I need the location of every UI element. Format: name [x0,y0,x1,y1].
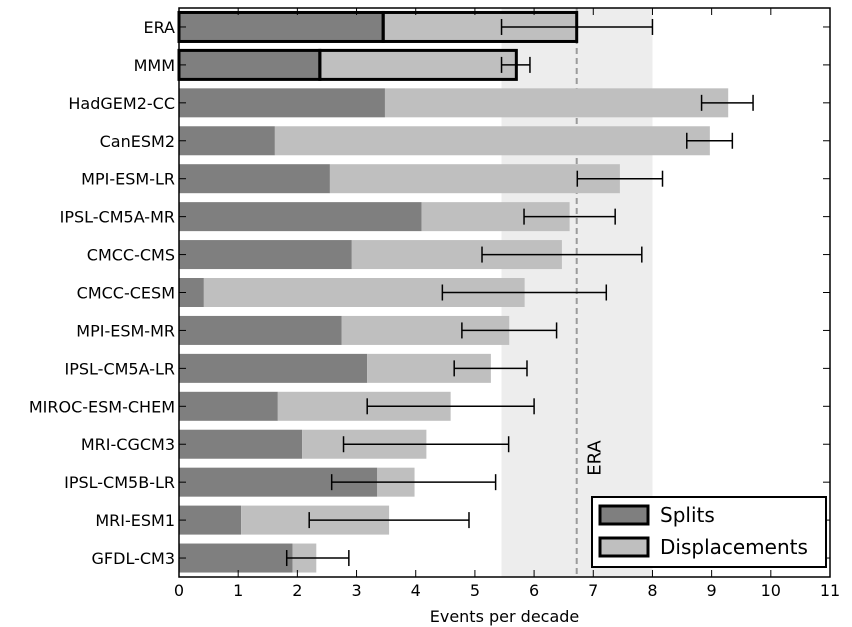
error-bar-canesm2 [686,132,734,149]
x-tick-label: 2 [292,581,302,600]
reference-line-label: ERA [585,440,606,476]
x-tick-label: 3 [351,581,361,600]
category-label-mpi-esm-mr: MPI-ESM-MR [76,321,175,340]
bar-splits-gfdl-cm3 [179,543,293,573]
x-tick-label: 0 [174,581,184,600]
x-tick-label: 6 [529,581,539,600]
category-label-gfdl-cm3: GFDL-CM3 [92,549,175,568]
category-label-hadgem2-cc: HadGEM2-CC [68,94,175,113]
category-label-mpi-esm-lr: MPI-ESM-LR [81,170,175,189]
bar-displacements-mmm [319,50,517,80]
bar-splits-ipsl-cm5a-lr [179,353,368,383]
bar-splits-hadgem2-cc [179,88,385,118]
error-bars-layer [285,18,754,567]
bar-splits-mpi-esm-lr [179,164,330,194]
category-label-miroc-esm-chem: MIROC-ESM-CHEM [29,397,175,416]
legend: Splits Displacements [591,496,827,568]
bar-splits-mpi-esm-mr [179,315,342,345]
bars-layer [177,10,729,573]
legend-swatch-splits [598,504,650,526]
error-bar-mri-cgcm3 [342,436,510,453]
error-bar-cmcc-cms [481,246,643,263]
x-tick-label: 9 [707,581,717,600]
category-label-mmm: MMM [134,56,175,75]
error-bar-cmcc-cesm [441,284,608,301]
legend-label-splits: Splits [660,503,715,527]
error-bar-miroc-esm-chem [366,398,535,415]
bar-displacements-canesm2 [274,126,710,156]
bar-splits-ipsl-cm5a-mr [179,202,422,232]
bar-splits-mri-cgcm3 [179,429,303,459]
error-bar-hadgem2-cc [700,94,754,111]
error-bar-ipsl-cm5a-lr [453,360,528,377]
bar-splits-era [179,12,384,42]
bar-displacements-mpi-esm-lr [329,164,620,194]
category-label-ipsl-cm5a-lr: IPSL-CM5A-LR [65,359,175,378]
x-tick-label: 11 [820,581,840,600]
category-label-cmcc-cesm: CMCC-CESM [77,284,175,303]
x-tick-label: 5 [470,581,480,600]
category-label-ipsl-cm5a-mr: IPSL-CM5A-MR [60,208,175,227]
error-bar-ipsl-cm5b-lr [330,474,497,491]
error-bar-ipsl-cm5a-mr [523,208,616,225]
error-bar-mpi-esm-mr [461,322,558,339]
category-label-canesm2: CanESM2 [100,132,175,151]
category-label-mri-cgcm3: MRI-CGCM3 [81,435,175,454]
bar-splits-miroc-esm-chem [179,391,278,421]
category-label-era: ERA [143,18,175,37]
x-tick-label: 4 [411,581,421,600]
x-tick-label: 10 [761,581,781,600]
bar-displacements-hadgem2-cc [384,88,729,118]
category-label-cmcc-cms: CMCC-CMS [87,246,175,265]
legend-label-displacements: Displacements [660,535,808,559]
error-bar-era [500,18,654,35]
x-tick-label: 1 [233,581,243,600]
legend-swatch-displacements [598,536,650,558]
error-bar-gfdl-cm3 [285,550,350,567]
category-label-mri-esm1: MRI-ESM1 [95,511,175,530]
error-bar-mri-esm1 [308,512,470,529]
axes-layer [178,7,831,578]
bar-splits-canesm2 [179,126,275,156]
x-axis-label: Events per decade [430,607,580,626]
bar-splits-mmm [179,50,320,80]
error-bar-mpi-esm-lr [576,170,664,187]
bar-splits-mri-esm1 [179,505,242,535]
x-tick-label: 8 [647,581,657,600]
labels-layer: 0 1 2 3 4 5 6 7 8 9 10 11 ERA MMM HadGEM2-CC CanESM2 MPI… [29,18,840,600]
error-bar-mmm [500,56,531,73]
bar-splits-cmcc-cms [179,240,352,270]
x-tick-label: 7 [588,581,598,600]
category-label-ipsl-cm5b-lr: IPSL-CM5B-LR [64,473,175,492]
